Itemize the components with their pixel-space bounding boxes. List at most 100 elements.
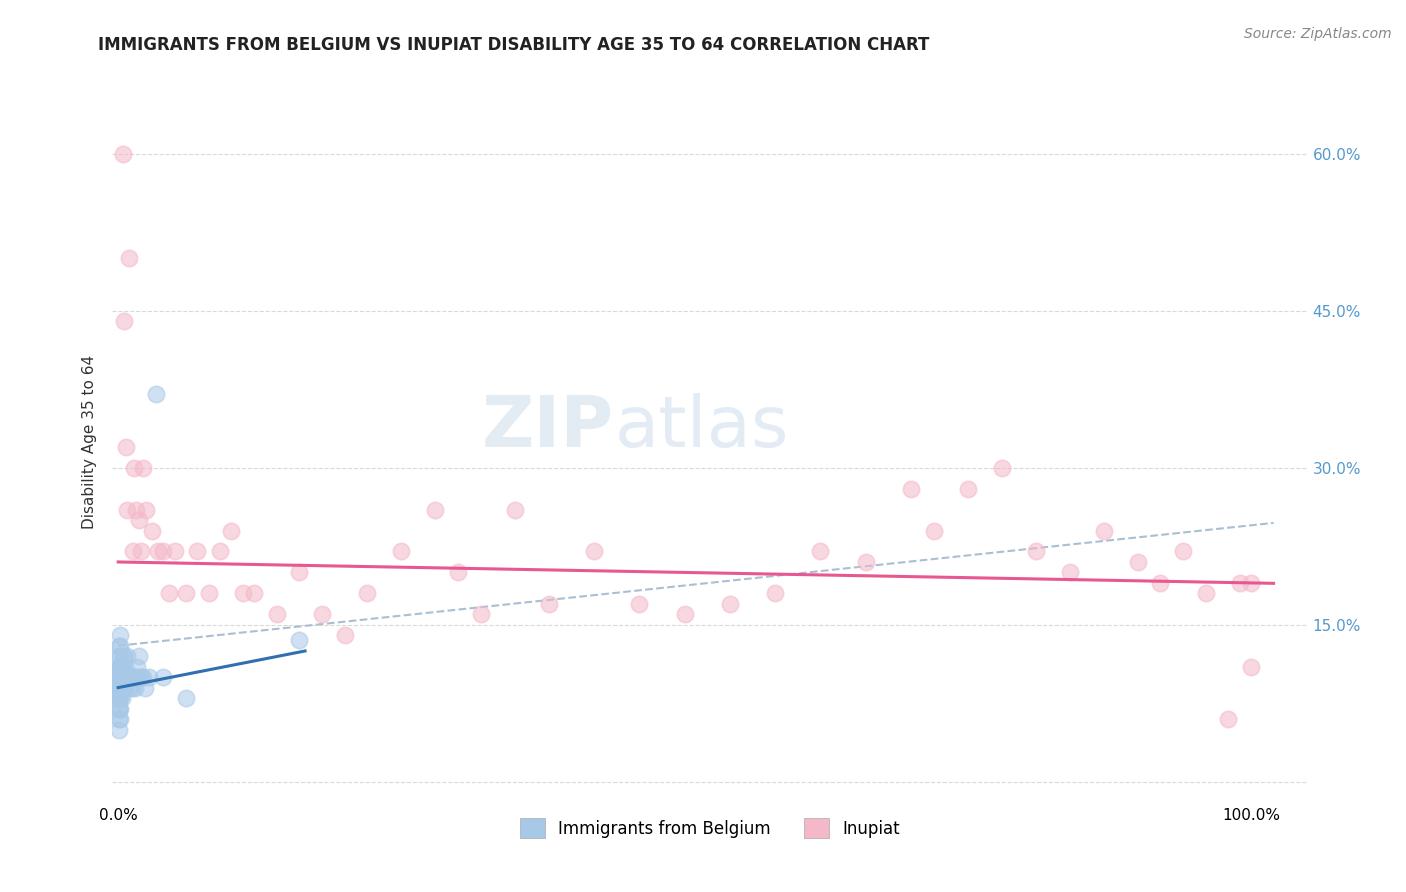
Point (111, 681, 134, 695)
Point (146, 544, 169, 558)
Point (108, 723, 131, 737)
Point (125, 670, 148, 684)
Point (114, 659, 136, 673)
Point (112, 314, 135, 328)
Point (110, 691, 132, 706)
Point (108, 639, 131, 653)
Point (122, 670, 145, 684)
Text: ZIP: ZIP (482, 392, 614, 461)
Point (288, 566, 311, 580)
Point (810, 544, 832, 558)
Point (1092, 524, 1115, 538)
Point (115, 670, 138, 684)
Point (135, 502, 157, 516)
Point (311, 607, 333, 622)
Point (132, 670, 155, 684)
Point (333, 628, 356, 642)
Point (157, 586, 180, 600)
Point (117, 670, 139, 684)
Point (1218, 712, 1240, 726)
Point (956, 482, 979, 496)
Point (537, 597, 560, 611)
Point (110, 681, 132, 695)
Text: IMMIGRANTS FROM BELGIUM VS INUPIAT DISABILITY AGE 35 TO 64 CORRELATION CHART: IMMIGRANTS FROM BELGIUM VS INUPIAT DISAB… (98, 36, 929, 54)
Point (111, 649, 134, 664)
Point (152, 670, 174, 684)
Point (990, 460, 1012, 475)
Point (128, 513, 150, 527)
Point (356, 586, 378, 600)
Point (132, 460, 155, 475)
Point (108, 681, 131, 695)
Point (900, 482, 922, 496)
Point (108, 670, 131, 684)
Point (112, 649, 135, 664)
Point (108, 701, 131, 715)
Point (129, 670, 152, 684)
Point (266, 607, 288, 622)
Point (108, 681, 131, 695)
Point (111, 146, 134, 161)
Point (138, 670, 160, 684)
Point (221, 524, 243, 538)
Point (763, 586, 786, 600)
Point (174, 586, 197, 600)
Point (673, 607, 696, 622)
Point (1229, 575, 1251, 590)
Point (209, 544, 232, 558)
Point (110, 701, 132, 715)
Point (243, 586, 266, 600)
Point (128, 649, 150, 664)
Point (121, 681, 143, 695)
Point (288, 633, 311, 648)
Point (111, 659, 134, 673)
Point (389, 544, 412, 558)
Point (425, 502, 447, 516)
Point (125, 502, 148, 516)
Point (112, 681, 135, 695)
Point (118, 252, 141, 266)
Point (855, 555, 877, 569)
Point (108, 659, 131, 673)
Point (470, 607, 492, 622)
Point (174, 691, 197, 706)
Point (922, 524, 945, 538)
Point (232, 586, 254, 600)
Point (115, 440, 138, 454)
Point (197, 586, 219, 600)
Point (186, 544, 208, 558)
Point (110, 681, 132, 695)
Point (115, 670, 138, 684)
Point (1171, 544, 1194, 558)
Point (134, 681, 156, 695)
Point (108, 670, 131, 684)
Point (108, 681, 131, 695)
Point (110, 649, 132, 664)
Point (582, 544, 605, 558)
Text: Source: ZipAtlas.com: Source: ZipAtlas.com (1244, 27, 1392, 41)
Point (1240, 575, 1263, 590)
Point (1059, 566, 1081, 580)
Y-axis label: Disability Age 35 to 64: Disability Age 35 to 64 (82, 354, 97, 529)
Point (163, 544, 186, 558)
Point (110, 659, 132, 673)
Point (110, 659, 132, 673)
Point (1149, 575, 1171, 590)
Point (718, 597, 741, 611)
Point (128, 670, 150, 684)
Point (118, 681, 141, 695)
Point (127, 659, 149, 673)
Point (124, 681, 146, 695)
Point (152, 544, 174, 558)
Point (110, 670, 132, 684)
Point (110, 628, 132, 642)
Point (141, 524, 163, 538)
Point (1126, 555, 1149, 569)
Point (110, 691, 132, 706)
Point (115, 649, 138, 664)
Point (110, 639, 132, 653)
Point (108, 691, 131, 706)
Point (111, 670, 134, 684)
Point (108, 649, 131, 664)
Point (120, 670, 142, 684)
